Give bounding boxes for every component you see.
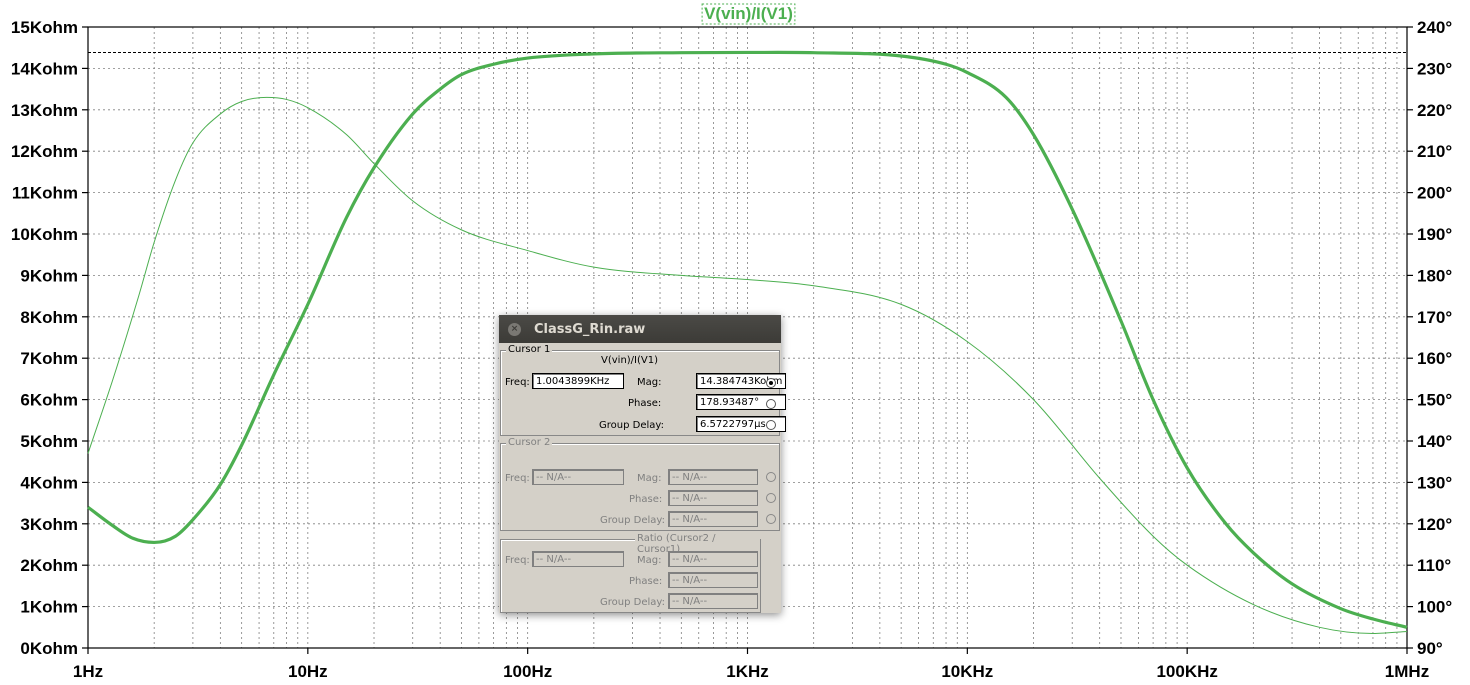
x-tick-label: 1Hz [73, 662, 103, 681]
y-left-tick-label: 15Kohm [11, 18, 78, 37]
x-tick-label: 10KHz [941, 662, 993, 681]
cursor1-legend: Cursor 1 [506, 344, 553, 355]
cursor1-group: Cursor 1 V(vin)/I(V1) Freq: 1.0043899KHz… [500, 344, 786, 436]
dialog-titlebar[interactable]: × ClassG_Rin.raw [499, 315, 781, 343]
y-left-tick-label: 11Kohm [12, 184, 78, 203]
y-left-tick-label: 10Kohm [11, 225, 78, 244]
y-left-tick-label: 4Kohm [20, 473, 78, 492]
y-right-tick-label: 120° [1417, 515, 1452, 534]
ratio-group: Ratio (Cursor2 / Cursor1) Freq: -- N/A--… [500, 533, 761, 613]
cursor1-mag-field[interactable]: 14.384743Kohm [696, 373, 786, 389]
plot-frame [82, 26, 1413, 654]
cursor2-mag-field: -- N/A-- [668, 469, 758, 485]
y-right-tick-label: 210° [1417, 142, 1452, 161]
cursor1-gd-label: Group Delay: [599, 420, 664, 431]
y-left-tick-label: 13Kohm [11, 101, 78, 120]
y-right-tick-label: 110° [1417, 556, 1451, 575]
y-right-tick-label: 100° [1417, 598, 1452, 617]
cursor2-gd-radio [766, 514, 776, 524]
trace-title: V(vin)/I(V1) [704, 4, 793, 23]
x-tick-label: 1MHz [1385, 662, 1429, 681]
y-right-tick-label: 180° [1417, 266, 1452, 285]
cursor2-mag-label: Mag: [637, 473, 662, 484]
trace-title-group[interactable]: V(vin)/I(V1) [701, 3, 796, 25]
ratio-phase-label: Phase: [629, 576, 663, 587]
y-left-tick-label: 2Kohm [20, 556, 78, 575]
cursor1-mag-label: Mag: [637, 377, 662, 388]
cursor1-freq-field[interactable]: 1.0043899KHz [532, 373, 624, 389]
x-tick-label: 1KHz [726, 662, 769, 681]
ratio-phase-field: -- N/A-- [668, 572, 758, 588]
traces [87, 50, 1408, 635]
y-left-tick-label: 7Kohm [20, 349, 78, 368]
cursor1-freq-label: Freq: [505, 377, 530, 388]
cursor1-phase-radio[interactable] [766, 399, 776, 409]
cursor1-trace-name: V(vin)/I(V1) [601, 355, 659, 366]
cursor2-group: Cursor 2 Freq: -- N/A-- Mag: -- N/A-- Ph… [500, 437, 780, 531]
cursor2-gd-field: -- N/A-- [668, 511, 758, 527]
y-left-tick-labels: 0Kohm 1Kohm 2Kohm 3Kohm 4Kohm 5Kohm 6Kohm 7Kohm… [11, 18, 78, 658]
cursor1-phase-field[interactable]: 178.93487° [696, 394, 786, 410]
y-left-tick-label: 6Kohm [20, 391, 78, 410]
y-right-tick-label: 130° [1417, 473, 1452, 492]
ratio-mag-field: -- N/A-- [668, 551, 758, 567]
x-tick-label: 100Hz [503, 662, 552, 681]
y-left-tick-label: 0Kohm [20, 639, 78, 658]
x-axis-tick-labels: 1Hz 10Hz 100Hz 1KHz 10KHz 100KHz 1MHz [73, 662, 1429, 681]
cursor1-gd-field[interactable]: 6.5722797µs [696, 416, 786, 432]
ratio-mag-label: Mag: [637, 555, 662, 566]
ratio-legend: Ratio (Cursor2 / Cursor1) [635, 533, 760, 555]
cursor1-phase-label: Phase: [628, 398, 662, 409]
y-right-tick-labels: 90° 100° 110° 120° 130° 140° 150° 160° 170° 180° 1… [1417, 18, 1452, 658]
y-left-tick-label: 9Kohm [20, 266, 78, 285]
y-right-tick-label: 240° [1417, 18, 1452, 37]
ratio-freq-label: Freq: [505, 555, 530, 566]
cursor1-gd-radio[interactable] [766, 420, 776, 430]
y-right-tick-label: 200° [1417, 184, 1452, 203]
cursor2-phase-radio [766, 493, 776, 503]
y-right-tick-label: 190° [1417, 225, 1452, 244]
ratio-freq-field: -- N/A-- [532, 551, 624, 567]
y-left-tick-label: 14Kohm [11, 59, 78, 78]
cursor-dialog[interactable]: × ClassG_Rin.raw Cursor 1 V(vin)/I(V1) F… [499, 315, 786, 613]
radio-selected-dot [769, 381, 773, 385]
y-right-tick-label: 150° [1417, 391, 1452, 410]
cursor2-mag-radio [766, 472, 776, 482]
phase-trace [87, 96, 1408, 635]
y-right-tick-label: 160° [1417, 349, 1452, 368]
dialog-title: ClassG_Rin.raw [534, 321, 646, 337]
y-left-tick-label: 12Kohm [11, 142, 78, 161]
close-icon[interactable]: × [508, 322, 521, 336]
ratio-gd-label: Group Delay: [600, 597, 665, 608]
cursor2-freq-label: Freq: [505, 473, 530, 484]
y-left-tick-label: 8Kohm [20, 308, 78, 327]
cursor2-gd-label: Group Delay: [600, 515, 665, 526]
cursor2-phase-label: Phase: [629, 494, 663, 505]
cursor2-legend: Cursor 2 [506, 437, 553, 448]
cursor2-freq-field: -- N/A-- [532, 469, 624, 485]
y-right-tick-label: 220° [1417, 101, 1452, 120]
y-left-tick-label: 3Kohm [20, 515, 78, 534]
y-left-tick-label: 1Kohm [20, 598, 78, 617]
cursor2-phase-field: -- N/A-- [668, 490, 758, 506]
y-right-tick-label: 230° [1417, 59, 1452, 78]
y-right-tick-label: 140° [1417, 432, 1452, 451]
y-right-tick-label: 170° [1417, 308, 1452, 327]
y-left-tick-label: 5Kohm [20, 432, 78, 451]
x-tick-label: 100KHz [1156, 662, 1217, 681]
ratio-gd-field: -- N/A-- [668, 593, 758, 609]
magnitude-trace [87, 50, 1408, 629]
x-tick-label: 10Hz [288, 662, 328, 681]
y-right-tick-label: 90° [1417, 639, 1443, 658]
cursor1-mag-radio[interactable] [766, 378, 776, 388]
